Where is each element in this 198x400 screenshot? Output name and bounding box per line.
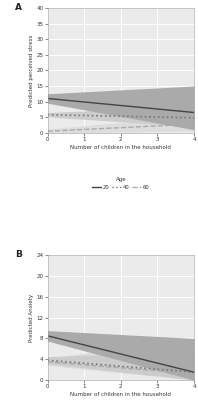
X-axis label: Number of children in the household: Number of children in the household xyxy=(70,145,171,150)
Text: A: A xyxy=(15,3,22,12)
Legend: 20, 40, 60: 20, 40, 60 xyxy=(92,178,150,190)
Text: B: B xyxy=(15,250,22,259)
Y-axis label: Predicted Anxiety: Predicted Anxiety xyxy=(29,294,34,342)
Y-axis label: Predicted perceived stress: Predicted perceived stress xyxy=(29,34,34,106)
X-axis label: Number of children in the household: Number of children in the household xyxy=(70,392,171,397)
